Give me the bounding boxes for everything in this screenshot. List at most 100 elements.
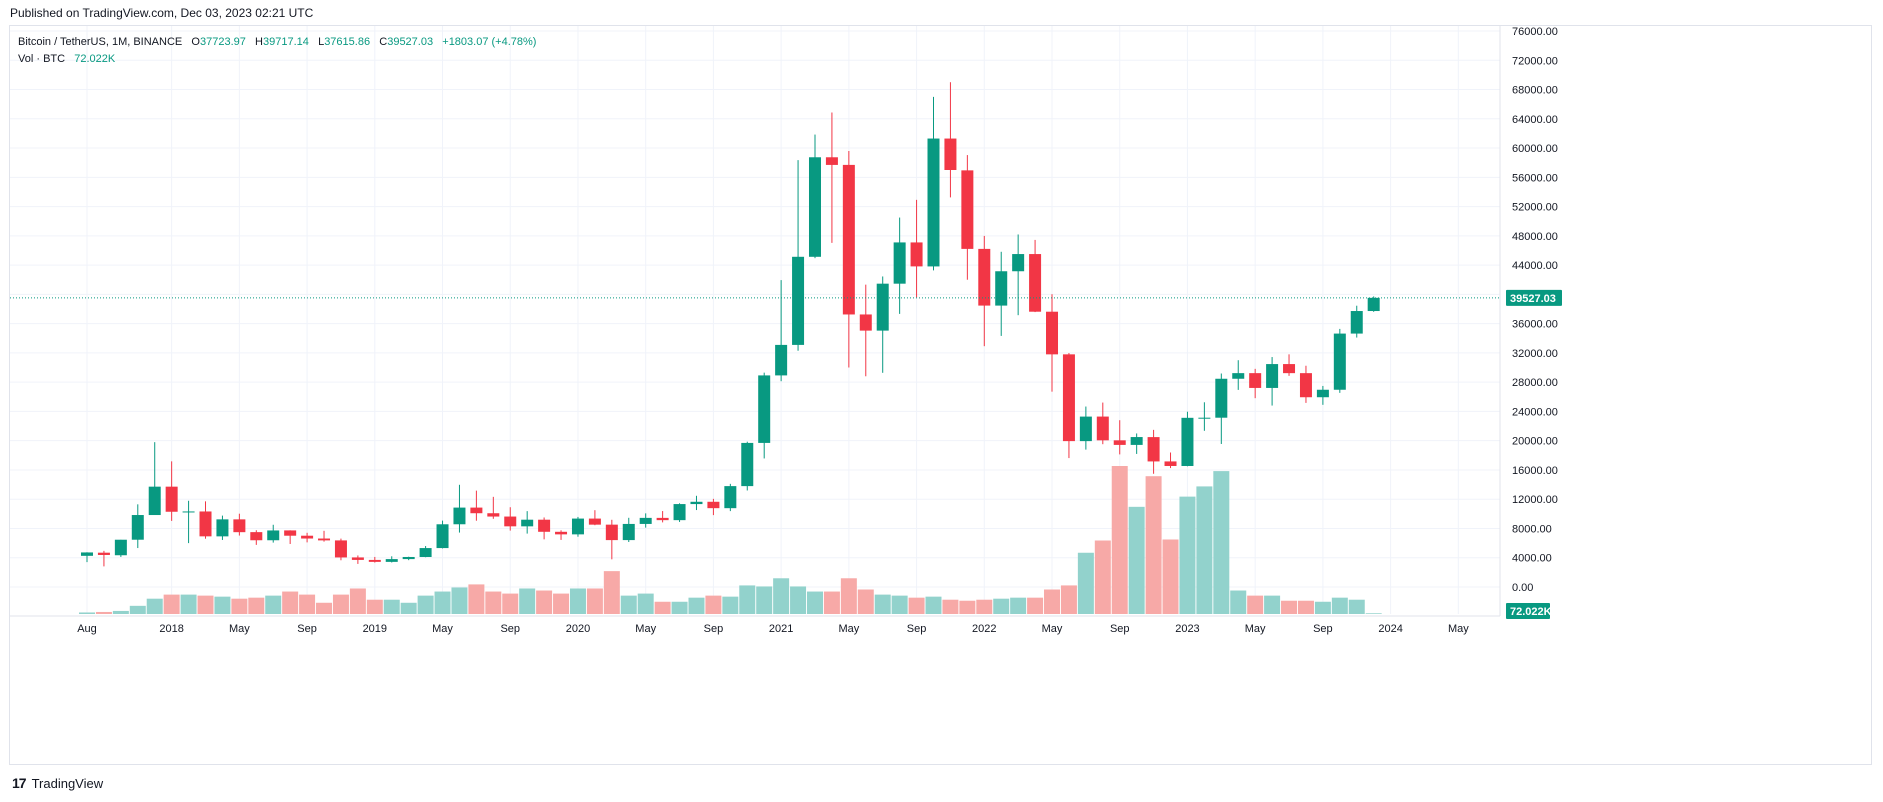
y-tick-label: 56000.00 xyxy=(1512,172,1558,184)
candle-body xyxy=(250,532,263,541)
candle-body xyxy=(470,507,483,514)
x-tick-label: 2018 xyxy=(159,623,183,635)
candle-body xyxy=(910,242,923,267)
y-tick-label: 0.00 xyxy=(1512,582,1533,594)
volume-bar xyxy=(756,586,773,614)
volume-bar xyxy=(908,597,925,614)
candle-body xyxy=(1333,333,1346,390)
volume-bar xyxy=(129,605,146,614)
candle-body xyxy=(808,157,821,257)
candle-body xyxy=(131,515,144,540)
candle-body xyxy=(1215,378,1228,418)
candle-body xyxy=(825,157,838,165)
volume-bar xyxy=(536,590,553,614)
legend-volume-label[interactable]: Vol · BTC xyxy=(18,53,66,65)
volume-bar xyxy=(146,598,163,614)
volume-bar xyxy=(1264,595,1281,614)
volume-bar xyxy=(1128,506,1145,614)
candle-body xyxy=(859,314,872,331)
candle-body xyxy=(199,511,212,537)
volume-bar xyxy=(1111,466,1128,614)
candle-body xyxy=(165,486,178,512)
candle-body xyxy=(1130,437,1143,445)
volume-bar xyxy=(925,596,942,614)
candle-body xyxy=(351,557,364,560)
volume-bar xyxy=(434,591,451,614)
candle-body xyxy=(267,530,280,541)
candle-body xyxy=(334,540,347,558)
volume-bar xyxy=(265,595,282,614)
y-tick-label: 52000.00 xyxy=(1512,202,1558,214)
volume-bar xyxy=(95,611,112,614)
time-axis[interactable]: Aug 2018 May Sep 2019 May Sep 2020 May Sep 2021 May… xyxy=(10,615,1500,635)
volume-bar xyxy=(1213,471,1230,614)
volume-bar xyxy=(637,593,654,614)
x-tick-label: Sep xyxy=(1313,623,1333,635)
chart-legend: Bitcoin / TetherUS, 1M, BINANCE O37723.9… xyxy=(18,34,536,68)
x-tick-label: 2023 xyxy=(1175,623,1199,635)
legend-close-label: C xyxy=(379,36,388,48)
candle-body xyxy=(605,524,618,541)
x-tick-label: 2019 xyxy=(363,623,387,635)
last-price-tag xyxy=(1506,289,1562,306)
candle-body xyxy=(622,523,635,541)
y-tick-label: 60000.00 xyxy=(1512,143,1558,155)
candle-body xyxy=(944,138,957,170)
candle-body xyxy=(453,507,466,525)
candle-body xyxy=(588,518,601,525)
volume-bar xyxy=(502,593,519,614)
candle-body xyxy=(995,271,1008,306)
legend-open-value: 37723.97 xyxy=(199,36,246,48)
x-tick-label: May xyxy=(229,623,250,635)
candle-body xyxy=(1012,254,1025,272)
candle-body xyxy=(521,519,534,527)
price-axis[interactable]: 76000.00 72000.00 68000.00 64000.00 60000.00… xyxy=(1499,26,1562,619)
volume-bar xyxy=(1044,589,1061,614)
volume-bar xyxy=(840,578,857,614)
volume-bar xyxy=(823,591,840,614)
candle-body xyxy=(775,344,788,376)
candle-body xyxy=(673,504,686,521)
volume-bar xyxy=(1027,597,1044,614)
volume-bar xyxy=(316,602,333,614)
legend-high-label: H xyxy=(255,36,263,48)
candle-body xyxy=(1299,373,1312,398)
x-tick-label: May xyxy=(1245,623,1266,635)
volume-bar xyxy=(1281,600,1298,614)
candle-body xyxy=(1198,417,1211,419)
volume-bar xyxy=(976,599,993,614)
legend-low-label: L xyxy=(318,36,325,48)
volume-bar xyxy=(1060,585,1077,614)
y-tick-label: 24000.00 xyxy=(1512,406,1558,418)
volume-bar xyxy=(383,599,400,614)
y-tick-label: 20000.00 xyxy=(1512,436,1558,448)
last-volume-tag xyxy=(1506,603,1550,619)
y-tick-label: 4000.00 xyxy=(1512,553,1552,565)
volume-bar xyxy=(112,610,129,614)
candle-body xyxy=(1232,373,1245,379)
volume-bar xyxy=(705,595,722,614)
candle-body xyxy=(1249,373,1262,388)
legend-symbol[interactable]: Bitcoin / TetherUS, 1M, BINANCE xyxy=(18,36,183,48)
volume-bar xyxy=(671,601,688,614)
x-tick-label: Aug xyxy=(77,623,97,635)
tradingview-brand: TradingView xyxy=(31,775,104,791)
x-tick-label: Sep xyxy=(1110,623,1130,635)
volume-bar xyxy=(1247,595,1264,614)
y-tick-label: 28000.00 xyxy=(1512,377,1558,389)
volume-bar xyxy=(180,594,197,614)
x-tick-label: May xyxy=(1042,623,1063,635)
last-price-label: 39527.03 xyxy=(1510,293,1556,305)
x-tick-label: May xyxy=(432,623,453,635)
candle-body xyxy=(1046,311,1059,355)
volume-bar xyxy=(1196,486,1213,614)
volume-bar xyxy=(857,589,874,614)
x-tick-label: 2021 xyxy=(769,623,793,635)
chart-frame[interactable] xyxy=(9,25,1872,765)
legend-close-value: 39527.03 xyxy=(387,36,434,48)
last-volume-label: 72.022K xyxy=(1510,606,1552,618)
candle-body xyxy=(876,283,889,331)
volume-bar xyxy=(299,594,316,614)
footer-branding[interactable]: 17 TradingView xyxy=(12,775,103,791)
